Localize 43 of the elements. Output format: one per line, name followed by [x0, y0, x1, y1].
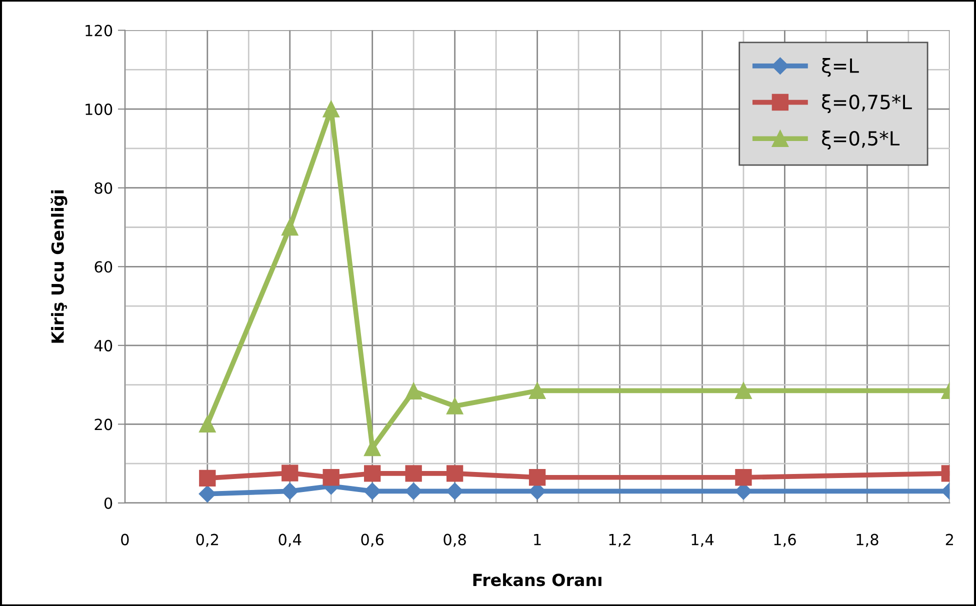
point [405, 482, 422, 500]
y-tick-label: 40 [94, 340, 112, 352]
point [364, 465, 381, 482]
point [282, 218, 298, 236]
point [198, 485, 216, 502]
y-tick-label: 80 [94, 182, 112, 194]
x-tick-label: 1,2 [609, 534, 630, 547]
point [322, 469, 340, 486]
x-tick-label: 1,6 [774, 534, 796, 547]
point [405, 382, 422, 400]
y-tick-label: 100 [86, 104, 112, 116]
point [199, 416, 216, 433]
x-axis-title: Frekans Oranı [473, 573, 602, 586]
point [735, 382, 752, 400]
point [282, 464, 298, 482]
point [405, 465, 422, 482]
x-tick-label: 0,8 [444, 534, 466, 547]
y-tick-label: 20 [94, 418, 112, 430]
x-tick-label: 1 [534, 534, 541, 546]
point [281, 482, 298, 500]
point [528, 469, 546, 486]
x-tick-label: 0,4 [278, 534, 302, 547]
x-tick-label: 0 [121, 534, 129, 546]
point [528, 382, 546, 400]
point [199, 470, 216, 486]
legend-label: ξ=0,5*L [822, 130, 900, 150]
point [446, 482, 464, 500]
point [735, 469, 752, 486]
point [446, 465, 464, 482]
legend-label: ξ=0,75*L [822, 94, 912, 114]
x-tick-label: 2 [946, 534, 953, 546]
x-tick-label: 1,8 [856, 534, 878, 547]
x-tick-label: 0,2 [196, 534, 218, 547]
y-tick-label: 60 [94, 261, 112, 273]
y-axis-title: Kiriş Ucu Genliği [50, 190, 68, 343]
point [322, 100, 340, 118]
point [446, 398, 464, 414]
point [364, 482, 381, 500]
x-tick-label: 0,6 [361, 534, 384, 547]
y-tick-label: 120 [86, 24, 112, 36]
y-tick-label: 0 [104, 497, 112, 509]
x-tick-label: 1,4 [692, 534, 714, 547]
legend-label: ξ=L [822, 58, 859, 77]
